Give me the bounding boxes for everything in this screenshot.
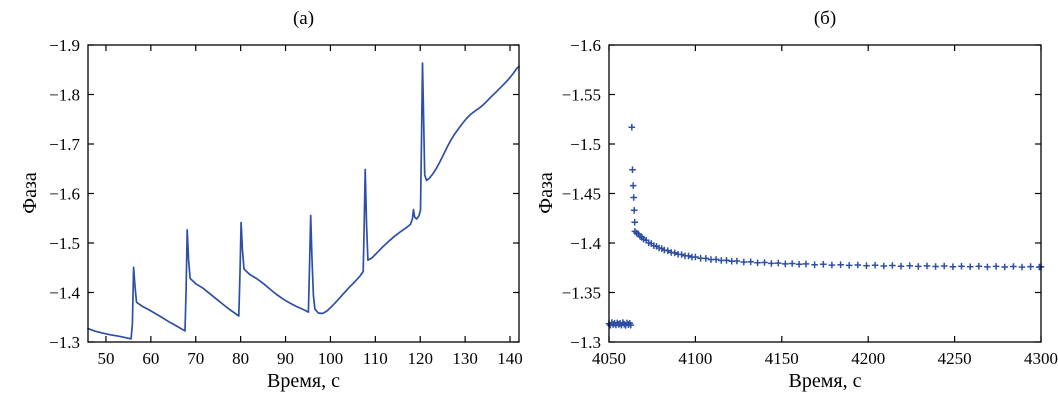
x-tick-label: 4100 xyxy=(678,349,712,368)
x-tick-label: 90 xyxy=(277,349,294,368)
y-tick-label: −1.4 xyxy=(570,234,601,253)
plot-box xyxy=(87,44,520,343)
x-tick-label: 100 xyxy=(318,349,344,368)
tick-marks xyxy=(608,44,1042,343)
y-tick-label: −1.7 xyxy=(49,135,80,154)
chart-a-xlabel: Время, с xyxy=(267,370,340,392)
chart-b-ylabel: Фаза xyxy=(535,172,557,214)
chart-b-svg: 4050 4100 4150 4200 4250 4300 −1.6 −1.55 −1.5 −1.… xyxy=(562,36,1058,368)
y-tick-label: −1.3 xyxy=(570,333,601,352)
y-tick-label: −1.3 xyxy=(49,333,80,352)
y-tick-label: −1.5 xyxy=(570,135,601,154)
x-tick-label: 4150 xyxy=(765,349,799,368)
data-line xyxy=(87,62,520,340)
chart-a-ylabel: Фаза xyxy=(19,172,41,214)
tick-marks xyxy=(88,44,519,343)
y-tick-label: −1.6 xyxy=(49,185,80,204)
x-tick-label: 110 xyxy=(363,349,388,368)
x-tick-label: 50 xyxy=(97,349,114,368)
y-tick-label: −1.8 xyxy=(49,86,80,105)
y-tick-label: −1.5 xyxy=(49,234,80,253)
x-tick-label: 80 xyxy=(232,349,249,368)
x-tick-label: 130 xyxy=(452,349,478,368)
y-tick-label: −1.35 xyxy=(562,284,601,303)
tick-labels: 4050 4100 4150 4200 4250 4300 −1.6 −1.55 −1.5 −1.… xyxy=(562,36,1058,368)
x-tick-label: 4200 xyxy=(851,349,885,368)
y-tick-label: −1.55 xyxy=(562,86,601,105)
x-tick-label: 60 xyxy=(142,349,159,368)
x-tick-label: 4250 xyxy=(938,349,972,368)
plot-box xyxy=(608,44,1042,343)
y-tick-label: −1.45 xyxy=(562,185,601,204)
x-tick-label: 4300 xyxy=(1024,349,1058,368)
tick-labels: 50 60 70 80 90 100 110 120 130 140 −1.9 −1.8 −1.7 −1.… xyxy=(49,36,523,368)
y-tick-label: −1.4 xyxy=(49,284,80,303)
chart-a-svg: 50 60 70 80 90 100 110 120 130 140 −1.9 −1.8 −1.7 −1.… xyxy=(49,36,523,368)
x-tick-label: 70 xyxy=(187,349,204,368)
y-tick-label: −1.6 xyxy=(570,36,601,55)
chart-b-xlabel: Время, с xyxy=(788,370,862,392)
chart-b-title: (б) xyxy=(813,8,837,29)
x-tick-label: 140 xyxy=(497,349,523,368)
y-tick-label: −1.9 xyxy=(49,36,80,55)
data-plus-markers xyxy=(605,123,1045,329)
x-tick-label: 120 xyxy=(407,349,433,368)
x-tick-label: 4050 xyxy=(592,349,626,368)
chart-a-title: (а) xyxy=(292,8,315,29)
